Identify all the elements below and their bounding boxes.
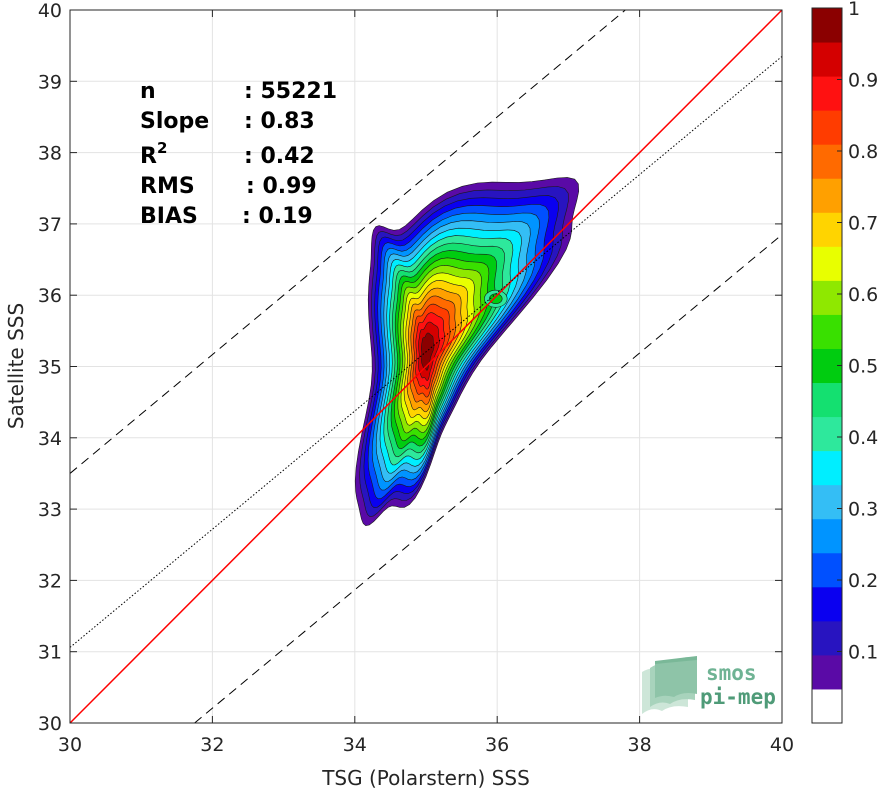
reference-line-dashed-2	[70, 10, 626, 474]
y-tick-label: 32	[38, 570, 62, 592]
colorbar-band	[812, 416, 842, 452]
colorbar-band	[812, 8, 842, 43]
density-level-20	[421, 332, 435, 371]
y-tick-label: 40	[38, 0, 62, 22]
x-axis-label: TSG (Polarstern) SSS	[321, 766, 530, 790]
colorbar-band	[812, 586, 842, 622]
y-tick-label: 37	[38, 214, 62, 236]
stat-key: Slope	[140, 109, 209, 134]
colorbar-band	[812, 688, 842, 724]
colorbar-tick-label: 0.4	[848, 427, 878, 449]
colorbar-band	[812, 382, 842, 418]
x-tick-label: 40	[770, 734, 794, 756]
x-tick-label: 30	[58, 734, 82, 756]
colorbar-band	[812, 552, 842, 588]
density-hotspot	[489, 293, 503, 305]
colorbar-band	[812, 76, 842, 111]
stat-value: : 55221	[244, 79, 337, 104]
colorbar-tick-label: 0.3	[848, 499, 878, 521]
colorbar-band	[812, 518, 842, 554]
colorbar-band	[812, 212, 842, 247]
reference-line-solid-0	[70, 10, 782, 723]
x-ticks: 30 32 34 36 38 40	[58, 10, 794, 756]
colorbar-band	[812, 280, 842, 315]
logo-line-2: pi-mep	[700, 685, 776, 709]
reference-lines	[70, 10, 782, 723]
reference-line-dashed-3	[194, 234, 782, 723]
colorbar-tick-label: 0.5	[848, 356, 878, 378]
logo-waves-icon	[642, 656, 697, 714]
y-tick-label: 39	[38, 71, 62, 93]
y-axis-label: Satellite SSS	[4, 303, 28, 429]
colorbar-tick-label: 0.2	[848, 570, 878, 592]
stat-value: : 0.83	[244, 109, 315, 134]
colorbar-band	[812, 620, 842, 656]
y-tick-label: 31	[38, 642, 62, 664]
stat-value: : 0.99	[246, 174, 317, 199]
y-tick-label: 35	[38, 357, 62, 379]
y-tick-label: 38	[38, 143, 62, 165]
x-tick-label: 38	[628, 734, 652, 756]
stat-key: RMS	[140, 174, 195, 199]
colorbar-band	[812, 484, 842, 520]
colorbar-band	[812, 450, 842, 486]
colorbar-tick-label: 1	[848, 0, 860, 20]
colorbar-tick-label: 0.1	[848, 642, 878, 664]
smos-pimep-logo: smos pi-mep	[642, 656, 776, 714]
colorbar-band	[812, 178, 842, 213]
y-tick-label: 30	[38, 713, 62, 735]
colorbar-band	[812, 314, 842, 349]
logo-line-1: smos	[706, 661, 757, 685]
colorbar-band	[812, 246, 842, 281]
stat-value: : 0.19	[242, 204, 313, 229]
x-tick-label: 34	[343, 734, 367, 756]
y-ticks: 30 31 32 33 34 35 36 37 38 39 40	[38, 0, 782, 735]
colorbar-tick-label: 0.9	[848, 70, 878, 92]
colorbar-tick-label: 0.6	[848, 284, 878, 306]
stat-key: BIAS	[140, 204, 198, 229]
stat-key-superscript: 2	[157, 139, 167, 157]
colorbar-band	[812, 144, 842, 179]
colorbar-band	[812, 110, 842, 145]
y-tick-label: 34	[38, 428, 62, 450]
reference-line-dotted-1	[70, 55, 782, 648]
y-tick-label: 36	[38, 285, 62, 307]
stat-key: n	[140, 79, 156, 104]
colorbar-band	[812, 654, 842, 690]
stat-value: : 0.42	[244, 144, 315, 169]
colorbar-tick-label: 0.8	[848, 141, 878, 163]
y-tick-label: 33	[38, 499, 62, 521]
density-contours	[354, 177, 580, 527]
colorbar-tick-label: 0.7	[848, 213, 878, 235]
colorbar-band	[812, 42, 842, 77]
x-tick-label: 32	[200, 734, 224, 756]
x-tick-label: 36	[485, 734, 509, 756]
colorbar: 0.1 0.2 0.3 0.4 0.5 0.6 0.7 0.8 0.9 1	[811, 0, 878, 724]
